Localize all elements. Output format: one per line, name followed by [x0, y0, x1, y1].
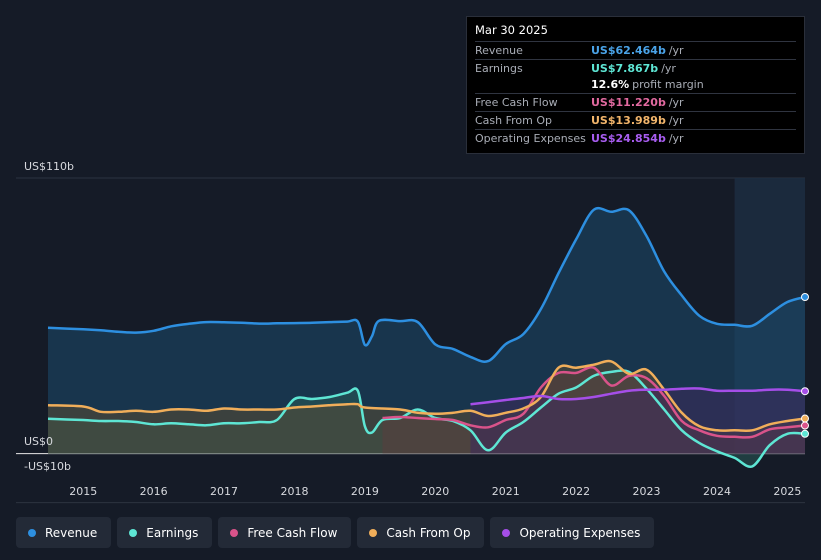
- tooltip-row-unit: /yr: [668, 43, 684, 57]
- legend-label: Free Cash Flow: [247, 525, 338, 540]
- tooltip-rows: Revenue US$62.464b/yr Earnings US$7.867b/yr…: [475, 41, 796, 147]
- tooltip-row-value: 12.6%: [591, 78, 630, 92]
- end-dot-revenue: [801, 293, 809, 302]
- y-axis-label: US$0: [24, 435, 53, 448]
- tooltip-row-label: Operating Expenses: [475, 131, 586, 145]
- legend-label: Operating Expenses: [519, 525, 641, 540]
- tooltip-row-label: Free Cash Flow: [475, 96, 558, 110]
- tooltip-row: Earnings US$7.867b/yr: [475, 58, 796, 77]
- line-cash-from-op: [47, 359, 806, 432]
- legend-item-revenue[interactable]: Revenue: [16, 517, 112, 548]
- x-axis-label: 2018: [280, 485, 308, 498]
- end-dot-operating-expenses: [801, 387, 809, 396]
- tooltip-row-value: US$24.854b: [591, 131, 666, 145]
- legend-label: Cash From Op: [386, 525, 471, 540]
- tooltip-row: 12.6% profit margin: [475, 77, 796, 94]
- tooltip-row: Operating Expenses US$24.854b/yr: [475, 128, 796, 147]
- tooltip-row-unit: profit margin: [632, 78, 704, 92]
- x-axis-label: 2020: [421, 485, 449, 498]
- line-free-cash-flow: [382, 366, 806, 439]
- legend-item-free-cash-flow[interactable]: Free Cash Flow: [218, 517, 352, 548]
- tooltip-row: Cash From Op US$13.989b/yr: [475, 111, 796, 129]
- tooltip-date: Mar 30 2025: [475, 23, 548, 37]
- x-axis-label: 2015: [69, 485, 97, 498]
- x-axis-label: 2021: [492, 485, 520, 498]
- tooltip-row-unit: /yr: [668, 131, 684, 145]
- legend-dot-icon: [369, 528, 378, 537]
- x-axis-label: 2022: [562, 485, 590, 498]
- tooltip-row-value: US$11.220b: [591, 96, 666, 110]
- tooltip-panel: Mar 30 2025 Revenue US$62.464b/yr Earnings…: [466, 16, 805, 154]
- x-axis-labels: 2015 2016 2017 2018 2019 2020 2021 2022 2023 2024…: [69, 485, 801, 498]
- end-dot-free-cash-flow: [801, 421, 809, 430]
- legend-dot-icon: [129, 528, 138, 537]
- series-end-dots: [801, 293, 809, 438]
- line-earnings: [47, 369, 806, 468]
- x-axis-label: 2024: [703, 485, 731, 498]
- y-axis-labels: US$110b US$0 -US$10b: [24, 160, 74, 473]
- line-operating-expenses: [470, 387, 806, 406]
- legend-item-operating-expenses[interactable]: Operating Expenses: [490, 517, 655, 548]
- line-revenue: [47, 206, 806, 363]
- legend-label: Revenue: [45, 525, 98, 540]
- x-axis-label: 2025: [773, 485, 801, 498]
- legend-dot-icon: [230, 528, 239, 537]
- legend-item-earnings[interactable]: Earnings: [117, 517, 213, 548]
- tooltip-row-unit: /yr: [668, 114, 684, 128]
- legend-dot-icon: [28, 528, 36, 537]
- x-axis-label: 2016: [140, 485, 168, 498]
- tooltip-row-label: Revenue: [475, 43, 523, 57]
- tooltip-row: Revenue US$62.464b/yr: [475, 41, 796, 59]
- tooltip-row-label: Cash From Op: [475, 114, 553, 128]
- legend-label: Earnings: [146, 525, 199, 540]
- end-dot-cash-from-op: [801, 414, 809, 423]
- legend-item-cash-from-op[interactable]: Cash From Op: [357, 517, 485, 548]
- series-lines: [47, 206, 806, 468]
- y-axis-label: -US$10b: [24, 460, 71, 473]
- end-dot-earnings: [801, 429, 809, 438]
- tooltip-row-unit: /yr: [661, 61, 676, 75]
- tooltip-row-value: US$13.989b: [591, 114, 666, 128]
- x-axis-label: 2019: [351, 485, 379, 498]
- x-axis-label: 2023: [633, 485, 661, 498]
- tooltip-row-label: Earnings: [475, 61, 523, 75]
- tooltip-row-value: US$7.867b: [591, 61, 659, 75]
- tooltip-row: Free Cash Flow US$11.220b/yr: [475, 93, 796, 111]
- tooltip-row-value: US$62.464b: [591, 43, 666, 57]
- chart-legend: Revenue Earnings Free Cash Flow Cash From O…: [16, 517, 655, 548]
- legend-dot-icon: [502, 528, 511, 537]
- y-axis-label: US$110b: [24, 160, 74, 173]
- x-axis-label: 2017: [210, 485, 238, 498]
- tooltip-row-unit: /yr: [668, 96, 684, 110]
